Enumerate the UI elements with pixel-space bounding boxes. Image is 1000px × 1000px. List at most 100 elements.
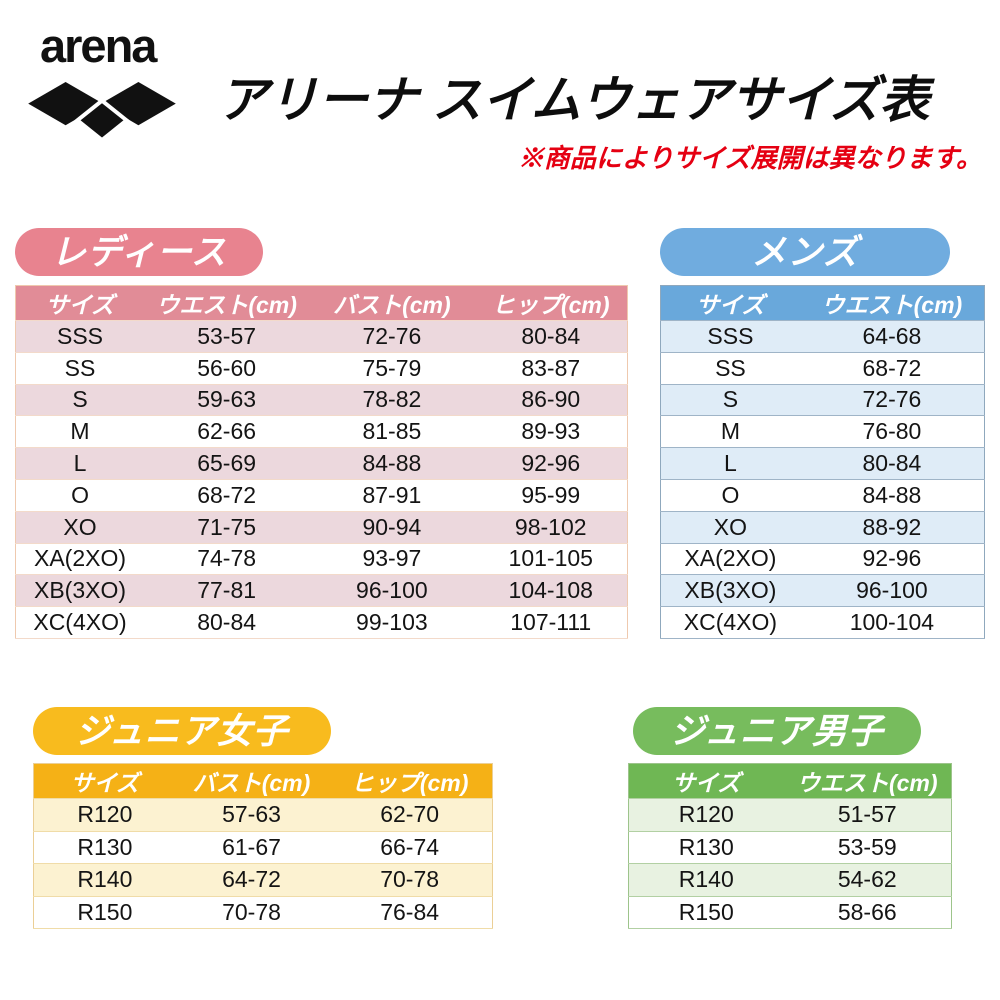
- size-row: R150 58-66: [628, 896, 952, 929]
- size-cell: 64-72: [175, 863, 328, 897]
- column-header: ウエスト(cm): [783, 763, 952, 799]
- size-row: R140 54-62: [628, 863, 952, 897]
- mens-section: メンズ サイズ ウエスト(cm) SSS 64-68 SS 68-72 S 72-76 M 76-…: [660, 228, 985, 639]
- size-cell: 88-92: [799, 511, 985, 544]
- size-cell: R140: [628, 863, 784, 897]
- size-cell: S: [15, 384, 145, 417]
- size-row: S 72-76: [660, 384, 985, 417]
- size-cell: O: [660, 479, 800, 512]
- arena-mark-icon: [28, 81, 176, 141]
- size-row: XC(4XO) 100-104: [660, 606, 985, 639]
- size-row: R120 51-57: [628, 798, 952, 832]
- junior-girls-size-table: サイズ バスト(cm) ヒップ(cm) R120 57-63 62-70 R130 61-67…: [33, 763, 493, 929]
- size-row: L 80-84: [660, 447, 985, 480]
- mens-pill-label: メンズ: [751, 232, 859, 272]
- ladies-section: レディース サイズ ウエスト(cm) バスト(cm) ヒップ(cm) SSS 53-57 7…: [15, 228, 628, 639]
- size-cell: 51-57: [783, 798, 952, 832]
- size-row: M 76-80: [660, 415, 985, 449]
- size-cell: 61-67: [175, 831, 328, 864]
- size-cell: O: [15, 479, 145, 512]
- size-cell: 54-62: [783, 863, 952, 897]
- size-cell: SS: [15, 352, 145, 385]
- size-row: SSS 53-57 72-76 80-84: [15, 320, 628, 353]
- size-cell: XC(4XO): [660, 606, 800, 639]
- junior-girls-pill-label: ジュニア女子: [75, 711, 289, 751]
- size-cell: 89-93: [474, 415, 628, 449]
- size-row: R130 53-59: [628, 831, 952, 864]
- size-cell: XO: [15, 511, 145, 544]
- header-row: サイズ ウエスト(cm): [628, 763, 952, 799]
- junior-girls-section: ジュニア女子 サイズ バスト(cm) ヒップ(cm) R120 57-63 62-70 R1…: [33, 707, 493, 929]
- page-title: アリーナ スイムウェアサイズ表: [218, 72, 930, 128]
- size-cell: 96-100: [799, 574, 985, 608]
- junior-boys-pill: ジュニア男子: [633, 707, 921, 755]
- size-row: S 59-63 78-82 86-90: [15, 384, 628, 417]
- size-cell: 83-87: [474, 352, 628, 385]
- size-cell: XB(3XO): [15, 574, 145, 608]
- size-cell: XC(4XO): [15, 606, 145, 639]
- size-cell: XO: [660, 511, 800, 544]
- size-row: SS 68-72: [660, 352, 985, 385]
- size-cell: R150: [33, 896, 176, 929]
- column-header: サイズ: [15, 285, 145, 321]
- size-row: O 84-88: [660, 479, 985, 512]
- size-cell: SSS: [15, 320, 145, 353]
- ladies-size-table: サイズ ウエスト(cm) バスト(cm) ヒップ(cm) SSS 53-57 72-76 80…: [15, 285, 628, 639]
- size-cell: 81-85: [309, 415, 475, 449]
- size-cell: 87-91: [309, 479, 475, 512]
- header-row: サイズ バスト(cm) ヒップ(cm): [33, 763, 493, 799]
- size-cell: L: [15, 447, 145, 480]
- size-cell: 107-111: [474, 606, 628, 639]
- junior-girls-pill: ジュニア女子: [33, 707, 331, 755]
- size-cell: 80-84: [474, 320, 628, 353]
- size-cell: 62-66: [144, 415, 310, 449]
- size-row: L 65-69 84-88 92-96: [15, 447, 628, 480]
- column-header: ヒップ(cm): [327, 763, 493, 799]
- size-cell: 59-63: [144, 384, 310, 417]
- size-cell: 92-96: [474, 447, 628, 480]
- size-row: R140 64-72 70-78: [33, 863, 493, 897]
- size-cell: SS: [660, 352, 800, 385]
- size-cell: SSS: [660, 320, 800, 353]
- size-cell: 70-78: [327, 863, 493, 897]
- junior-boys-section: ジュニア男子 サイズ ウエスト(cm) R120 51-57 R130 53-59 R140…: [628, 707, 952, 929]
- size-cell: 53-59: [783, 831, 952, 864]
- arena-logo: arena: [28, 22, 180, 141]
- size-cell: 76-80: [799, 415, 985, 449]
- size-cell: 78-82: [309, 384, 475, 417]
- size-row: XO 71-75 90-94 98-102: [15, 511, 628, 544]
- column-header: バスト(cm): [309, 285, 475, 321]
- size-cell: 74-78: [144, 543, 310, 576]
- size-cell: 104-108: [474, 574, 628, 608]
- size-cell: 84-88: [799, 479, 985, 512]
- size-cell: 68-72: [144, 479, 310, 512]
- size-note: ※商品によりサイズ展開は異なります。: [517, 143, 982, 173]
- junior-boys-size-table: サイズ ウエスト(cm) R120 51-57 R130 53-59 R140 54-62 R1…: [628, 763, 952, 929]
- size-row: XB(3XO) 77-81 96-100 104-108: [15, 574, 628, 608]
- size-cell: R150: [628, 896, 784, 929]
- size-cell: 75-79: [309, 352, 475, 385]
- size-row: XO 88-92: [660, 511, 985, 544]
- size-cell: 72-76: [799, 384, 985, 417]
- size-cell: M: [660, 415, 800, 449]
- header-row: サイズ ウエスト(cm) バスト(cm) ヒップ(cm): [15, 285, 628, 321]
- junior-boys-pill-label: ジュニア男子: [670, 711, 884, 751]
- column-header: ウエスト(cm): [799, 285, 985, 321]
- size-cell: R140: [33, 863, 176, 897]
- ladies-pill: レディース: [15, 228, 263, 276]
- size-row: SS 56-60 75-79 83-87: [15, 352, 628, 385]
- size-cell: XA(2XO): [660, 543, 800, 576]
- column-header: ヒップ(cm): [474, 285, 628, 321]
- size-cell: 84-88: [309, 447, 475, 480]
- size-cell: 92-96: [799, 543, 985, 576]
- size-cell: 70-78: [175, 896, 328, 929]
- column-header: サイズ: [33, 763, 176, 799]
- size-row: R150 70-78 76-84: [33, 896, 493, 929]
- size-cell: 72-76: [309, 320, 475, 353]
- size-cell: 62-70: [327, 798, 493, 832]
- column-header: バスト(cm): [175, 763, 328, 799]
- size-row: XC(4XO) 80-84 99-103 107-111: [15, 606, 628, 639]
- size-cell: 90-94: [309, 511, 475, 544]
- column-header: ウエスト(cm): [144, 285, 310, 321]
